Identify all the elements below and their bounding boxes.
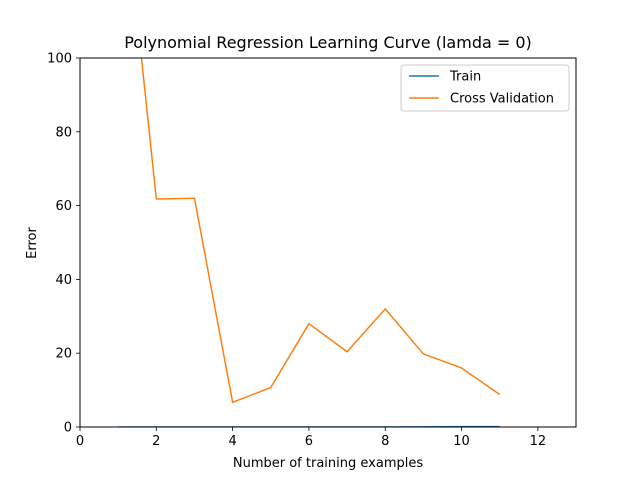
x-tick-label: 0 xyxy=(76,434,84,449)
y-tick-label: 100 xyxy=(47,52,72,67)
legend-label-0: Train xyxy=(449,70,481,85)
y-tick-label: 40 xyxy=(55,273,72,288)
x-tick-label: 2 xyxy=(152,434,160,449)
x-axis-label: Number of training examples xyxy=(233,456,423,471)
series-layer xyxy=(118,0,500,427)
x-tick-label: 4 xyxy=(228,434,236,449)
x-tick-label: 6 xyxy=(305,434,313,449)
y-tick-label: 20 xyxy=(55,347,72,362)
series-line-1 xyxy=(118,0,500,402)
legend: Train Cross Validation xyxy=(401,65,569,111)
chart-title: Polynomial Regression Learning Curve (la… xyxy=(124,33,532,52)
y-tick-label: 0 xyxy=(64,421,72,436)
x-axis: 0 2 4 6 8 10 12 xyxy=(76,427,546,449)
y-tick-label: 80 xyxy=(55,125,72,140)
legend-label-1: Cross Validation xyxy=(450,92,554,107)
x-tick-label: 12 xyxy=(530,434,547,449)
x-tick-label: 8 xyxy=(381,434,389,449)
y-axis: 0 20 40 60 80 100 xyxy=(47,52,80,436)
y-tick-label: 60 xyxy=(55,199,72,214)
x-tick-label: 10 xyxy=(453,434,470,449)
plot-frame xyxy=(80,58,576,427)
y-axis-label: Error xyxy=(25,227,40,259)
